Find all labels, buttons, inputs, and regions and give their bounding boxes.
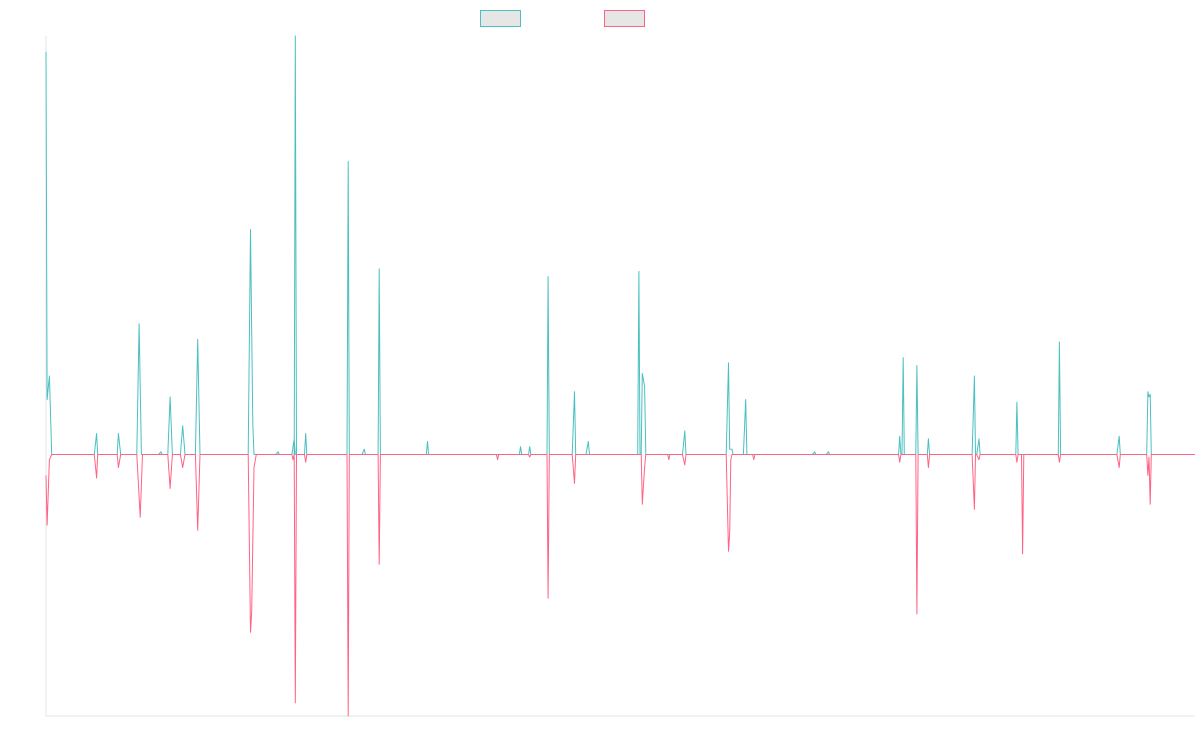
series-layer — [45, 35, 1195, 717]
legend-item-2[interactable] — [604, 10, 645, 27]
series-line-1 — [45, 35, 1195, 455]
legend-swatch — [480, 10, 521, 27]
series-line-2 — [45, 454, 1195, 717]
chart-axes — [45, 36, 1195, 717]
chart-legend — [480, 10, 645, 27]
legend-swatch — [604, 10, 645, 27]
legend-item-1[interactable] — [480, 10, 521, 27]
